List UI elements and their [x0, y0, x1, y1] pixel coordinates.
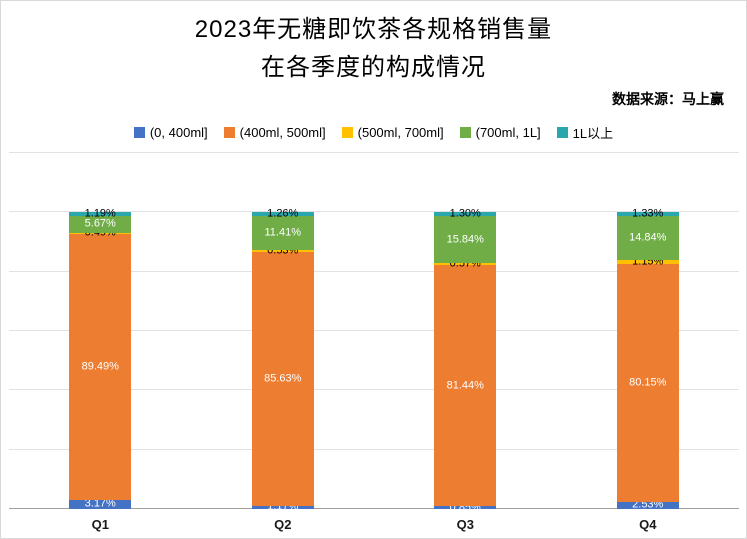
- x-axis-label: Q1: [91, 517, 109, 532]
- bar-column-q3: 0.85% 81.44% 0.57% 15.84% 1.30%: [374, 153, 557, 513]
- bar-segment: [434, 263, 497, 265]
- legend-label: (500ml, 700ml]: [357, 125, 444, 140]
- bar-column-q4: 2.53% 80.15% 1.15% 14.84% 1.33%: [557, 153, 740, 510]
- bar-column-q2: 1.17% 85.63% 0.53% 11.41% 1.26%: [192, 153, 375, 512]
- plot-area: 3.17% 89.49% 0.49% 5.67% 1.19% 1.17% 85.63% 0.5…: [9, 152, 740, 513]
- legend-label: (0, 400ml]: [149, 125, 208, 140]
- x-axis-label: Q2: [274, 517, 292, 532]
- bar-segment: [69, 232, 132, 235]
- bar-segment: [616, 216, 679, 261]
- legend-swatch-icon: [556, 127, 568, 138]
- chart-title-line1: 2023年无糖即饮茶各规格销售量: [194, 16, 553, 43]
- bar-segment: [434, 212, 497, 217]
- legend-item: (400ml, 500ml]: [223, 125, 326, 140]
- chart-title: 2023年无糖即饮茶各规格销售量 在各季度的构成情况: [1, 11, 746, 87]
- legend-item: 1L以上: [556, 123, 614, 142]
- bar-segment: [434, 506, 497, 509]
- data-source-label: 数据来源：马上赢: [612, 91, 724, 107]
- x-axis-label: Q3: [456, 517, 474, 532]
- bar-segment: [434, 216, 497, 264]
- gridline: [9, 270, 739, 272]
- gridline: [9, 211, 739, 213]
- legend-item: (0, 400ml]: [133, 125, 208, 140]
- legend-label: (700ml, 1L]: [475, 125, 541, 140]
- chart-title-line2: 在各季度的构成情况: [261, 54, 486, 81]
- bar-segment: [69, 499, 132, 509]
- legend: (0, 400ml] (400ml, 500ml] (500ml, 700ml] (7…: [1, 123, 746, 142]
- bar-segment: [434, 264, 497, 507]
- legend-item: (500ml, 700ml]: [341, 125, 444, 140]
- legend-swatch-icon: [133, 127, 145, 138]
- bar-segment: [616, 260, 679, 264]
- bar-segment: [251, 249, 314, 252]
- bar-segment: [251, 212, 314, 217]
- legend-swatch-icon: [223, 127, 235, 138]
- bar-segment: [251, 251, 314, 506]
- bar-column-q1: 3.17% 89.49% 0.49% 5.67% 1.19%: [9, 153, 192, 509]
- legend-swatch-icon: [341, 127, 353, 138]
- legend-item: (700ml, 1L]: [459, 125, 541, 140]
- bar-segment: [69, 215, 132, 233]
- bar-segment: [69, 234, 132, 500]
- gridline: [9, 448, 739, 450]
- gridline: [9, 389, 739, 391]
- bar-segment: [69, 212, 132, 216]
- bar-segment: [616, 501, 679, 509]
- legend-label: 1L以上: [572, 126, 614, 141]
- bar-segment: [251, 216, 314, 250]
- x-axis-line: [9, 508, 739, 509]
- legend-swatch-icon: [459, 127, 471, 138]
- bar-segment: [616, 212, 679, 217]
- bar-segment: [616, 263, 679, 502]
- x-axis-label: Q4: [639, 517, 657, 532]
- gridline: [9, 152, 739, 153]
- bar-segment: [251, 505, 314, 509]
- x-axis: Q1 Q2 Q3 Q4: [9, 517, 739, 532]
- legend-label: (400ml, 500ml]: [239, 125, 326, 140]
- gridline: [9, 330, 739, 331]
